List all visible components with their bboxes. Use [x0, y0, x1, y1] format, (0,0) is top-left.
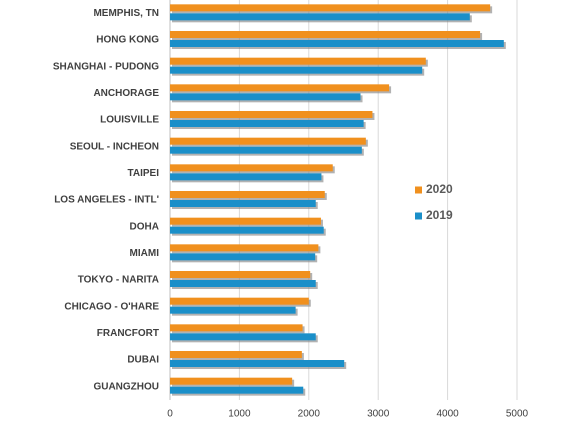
bar [170, 360, 345, 367]
bar [170, 164, 333, 172]
y-tick-label: MIAMI [130, 248, 160, 259]
legend-swatch [415, 212, 422, 220]
y-tick-label: TAIPEI [128, 168, 160, 179]
y-tick-label: SHANGHAI - PUDONG [53, 61, 159, 72]
y-tick-label: MEMPHIS, TN [93, 8, 159, 19]
y-tick-label: ANCHORAGE [93, 88, 159, 99]
bar [170, 31, 481, 38]
legend-label: 2019 [426, 208, 453, 222]
bar [170, 191, 325, 198]
x-tick-label: 2000 [298, 409, 321, 420]
y-tick-label: LOUISVILLE [100, 115, 159, 126]
bar [170, 173, 322, 181]
bar [170, 324, 303, 332]
y-tick-label: GUANGZHOU [93, 381, 159, 392]
bar [170, 146, 362, 154]
bar [170, 244, 319, 252]
x-tick-label: 5000 [506, 409, 529, 420]
y-tick-label: SEOUL - INCHEON [70, 141, 159, 152]
bar [170, 57, 426, 65]
bar [170, 40, 504, 47]
bar [170, 280, 316, 287]
y-tick-label: DOHA [130, 221, 159, 232]
bar [170, 351, 302, 358]
legend-swatch [415, 186, 422, 194]
bar [170, 377, 293, 385]
bar [170, 111, 373, 118]
x-tick-label: 0 [167, 409, 173, 420]
x-tick-label: 4000 [436, 409, 459, 420]
x-tick-label: 1000 [228, 409, 251, 420]
bar [170, 200, 316, 207]
bar [170, 13, 470, 21]
bar [170, 253, 316, 261]
x-tick-label: 3000 [367, 409, 390, 420]
y-tick-label: HONG KONG [96, 35, 159, 46]
y-tick-label: FRANCFORT [97, 328, 159, 339]
y-tick-label: DUBAI [127, 355, 159, 366]
bar [170, 84, 390, 92]
bar [170, 297, 309, 305]
bar [170, 217, 321, 225]
bar [170, 66, 423, 74]
y-tick-label: LOS ANGELES - INTL' [54, 195, 159, 206]
bar [170, 271, 311, 278]
bar [170, 226, 324, 234]
bar [170, 306, 296, 314]
bar [170, 333, 316, 341]
bar [170, 4, 491, 12]
bar [170, 137, 366, 145]
bar [170, 386, 304, 394]
legend-label: 2020 [426, 182, 453, 196]
y-tick-label: TOKYO - NARITA [78, 275, 159, 286]
y-tick-label: CHICAGO - O'HARE [64, 301, 159, 312]
bar [170, 120, 364, 127]
bar [170, 93, 361, 101]
